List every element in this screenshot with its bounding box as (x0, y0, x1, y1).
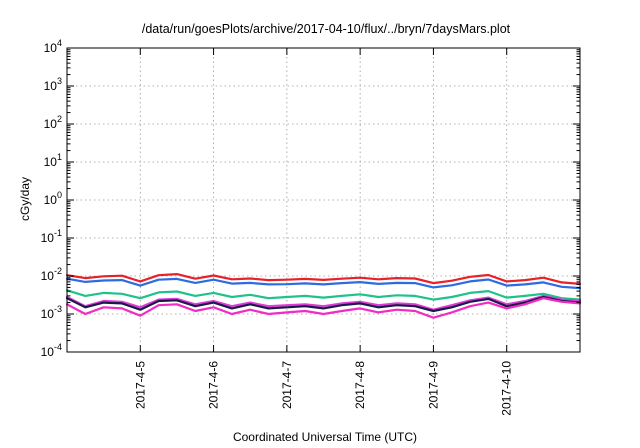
y-tick-label: 10-1 (41, 228, 62, 245)
x-tick-label: 2017-4-5 (133, 361, 147, 409)
x-tick-label: 2017-4-8 (353, 361, 367, 409)
x-axis-label: Coordinated Universal Time (UTC) (233, 430, 417, 444)
y-tick-label: 103 (44, 76, 62, 93)
y-tick-label: 10-4 (41, 342, 62, 359)
series-line (65, 294, 582, 311)
y-tick-label: 102 (44, 114, 62, 131)
y-tick-label: 10-3 (41, 304, 62, 321)
y-tick-label: 104 (44, 38, 62, 55)
y-tick-label: 101 (44, 152, 62, 169)
y-tick-label: 10-2 (41, 266, 62, 283)
x-tick-label: 2017-4-7 (280, 361, 294, 409)
chart-title: /data/run/goesPlots/archive/2017-04-10/f… (142, 22, 511, 36)
series-line (65, 273, 582, 285)
x-tick-label: 2017-4-10 (500, 361, 514, 416)
series-line (65, 277, 582, 290)
series-line (65, 297, 582, 319)
y-axis: 104 103 102 101 100 10-1 10-2 10-3 10-4 (41, 38, 580, 359)
x-tick-label: 2017-4-9 (426, 361, 440, 409)
series-line (65, 289, 582, 301)
x-tick-label: 2017-4-6 (207, 361, 221, 409)
y-axis-label: cGy/day (18, 177, 32, 221)
series-group (65, 273, 582, 319)
y-tick-label: 100 (44, 190, 62, 207)
x-axis: 2017-4-5 2017-4-6 2017-4-7 2017-4-8 2017-4-9… (133, 48, 514, 416)
grid-lines (67, 48, 580, 352)
series-line (65, 295, 582, 313)
